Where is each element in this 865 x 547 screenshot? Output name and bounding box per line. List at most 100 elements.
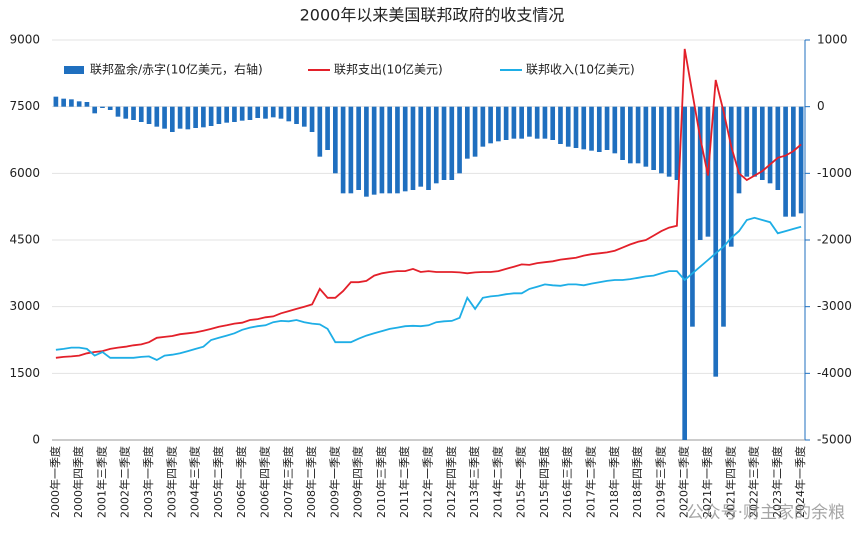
bar [418,106,424,187]
legend-label: 联邦盈余/赤字(10亿美元，右轴) [90,62,263,77]
bar [798,106,804,214]
bar [169,106,175,132]
bar [728,106,734,247]
x-tick-label: 2006年四季度 [257,446,271,518]
x-tick-label: 2005年二季度 [211,446,225,518]
bar [550,106,556,140]
bar [433,106,439,184]
y-tick-label: 7500 [9,99,40,113]
x-tick-label: 2014年二季度 [490,446,504,518]
bar [239,106,245,121]
x-tick-label: 2004年三季度 [188,446,202,518]
bar [666,106,672,177]
bar [263,106,268,119]
legend-label: 联邦支出(10亿美元) [334,62,443,77]
x-tick-label: 2003年一季度 [141,446,155,518]
bar [441,106,447,180]
bar [426,106,431,190]
x-tick-label: 2012年四季度 [444,446,458,518]
bar [278,106,284,119]
bar [791,106,796,217]
bar [146,106,152,124]
bar [162,106,167,129]
x-tick-label: 2007年三季度 [281,446,295,518]
bar [395,106,400,194]
bar [69,99,74,107]
bar [511,106,517,139]
bar [496,106,501,142]
x-tick-label: 2008年二季度 [304,446,318,518]
x-tick-label: 2011年二季度 [397,446,411,518]
bar [565,106,571,147]
x-tick-label: 2024年一季度 [793,446,807,518]
x-tick-label: 2020年二季度 [677,446,691,518]
bar [674,106,680,180]
bar [402,106,408,192]
legend-key [64,66,84,74]
y2-tick-label: -4000 [817,366,852,380]
bar [317,106,323,157]
bar [348,106,354,194]
bar [472,106,478,157]
bar [115,106,121,117]
bar [713,106,719,377]
x-tick-label: 2015年一季度 [514,446,528,518]
bar [201,106,206,128]
x-tick-label: 2021年一季度 [700,446,714,518]
bar [620,106,625,160]
x-tick-label: 2016年三季度 [560,446,574,518]
bar [138,106,144,122]
x-tick-label: 2006年一季度 [234,446,248,518]
bar [325,106,330,150]
bar [301,106,307,127]
bar [519,106,524,139]
bar [651,106,656,170]
y-tick-label: 6000 [9,166,40,180]
y-tick-label: 0 [32,433,40,447]
bar [488,106,493,144]
x-tick-label: 2010年三季度 [374,446,388,518]
y-tick-label: 3000 [9,299,40,313]
bar [558,106,563,144]
bar [286,106,292,122]
bar [464,106,470,159]
bar [573,106,579,148]
watermark: 公众号·财主家的余粮 [687,503,845,523]
bar [309,106,315,132]
bar [387,106,393,194]
bar [767,106,773,184]
x-tick-label: 2009年一季度 [327,446,341,518]
x-tick-label: 2017年二季度 [584,446,598,518]
bar [581,106,587,150]
bar [721,106,726,327]
bar [635,106,641,164]
bar [775,106,781,190]
bar [100,106,105,108]
bar [177,106,183,129]
bar [131,106,136,120]
bar [356,106,361,190]
bar [744,106,750,177]
y2-tick-label: 0 [817,99,825,113]
bar [534,106,540,139]
bar [216,106,222,124]
y2-tick-label: -3000 [817,299,852,313]
x-tick-label: 2018年四季度 [630,446,644,518]
bar [76,101,82,107]
bar [759,106,765,180]
x-tick-label: 2009年四季度 [351,446,365,518]
x-tick-label: 2001年三季度 [94,446,108,518]
bar [589,106,594,151]
bar [364,106,369,197]
y-tick-label: 1500 [9,366,40,380]
line [55,48,802,359]
bar [61,98,66,107]
bar [628,106,633,164]
bar [247,106,253,120]
bar [736,106,742,194]
x-tick-label: 2012年一季度 [421,446,435,518]
bar [255,106,261,118]
bar [224,106,229,123]
y2-tick-label: 1000 [817,33,848,47]
